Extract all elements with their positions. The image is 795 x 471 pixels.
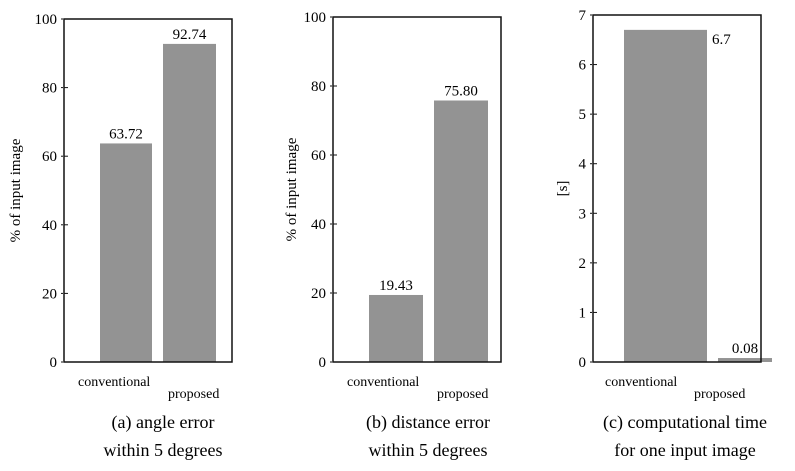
chart-panel-3: 0 1 2 3 4 5 6 7 [s] 6.7 0.08 conventional proposed (c…: [555, 8, 772, 460]
category-label: proposed: [168, 387, 219, 402]
bar-proposed: [163, 43, 216, 363]
y-tick-label: 3: [579, 206, 587, 222]
plot-frame: [592, 14, 762, 363]
y-tick-label: 0: [50, 355, 58, 371]
bar-conventional: [369, 294, 423, 362]
data-label: 75.80: [444, 83, 478, 99]
y-axis-label: % of input image: [284, 137, 300, 241]
plot-frame: [332, 16, 502, 363]
caption-line-1: (b) distance error: [366, 412, 490, 433]
bar-conventional: [624, 29, 707, 362]
data-label: 92.74: [173, 27, 207, 43]
y-tick-label: 4: [579, 157, 587, 173]
y-tick-label: 2: [579, 256, 587, 272]
caption-line-2: for one input image: [614, 440, 755, 460]
y-tick-label: 0: [579, 355, 587, 371]
caption-line-2: within 5 degrees: [104, 440, 223, 460]
y-tick-label: 40: [42, 218, 57, 234]
y-tick-label: 5: [579, 107, 587, 123]
y-tick-label: 60: [42, 149, 57, 165]
y-tick-label: 1: [579, 305, 587, 321]
y-axis-label: % of input image: [8, 138, 24, 242]
y-tick-label: 6: [579, 58, 587, 74]
data-label: 6.7: [712, 32, 731, 48]
category-label: proposed: [694, 387, 745, 402]
chart-panel-2: 0 20 40 60 80 100 % of input image 19.43 75.80 co…: [284, 10, 502, 460]
y-tick-label: 40: [311, 217, 326, 233]
category-label: conventional: [605, 375, 677, 390]
bar-proposed: [434, 100, 488, 363]
y-tick-label: 20: [311, 286, 326, 302]
data-label: 0.08: [732, 341, 758, 357]
caption-line-1: (a) angle error: [112, 412, 215, 433]
y-axis-label: [s]: [555, 181, 571, 197]
y-tick-label: 100: [35, 12, 58, 28]
data-label: 63.72: [109, 126, 143, 142]
category-label: conventional: [347, 375, 419, 390]
chart-panel-1: 0 20 40 60 80 100 % of input image 63.72 92.74 co…: [8, 12, 233, 460]
y-tick-label: 0: [319, 355, 327, 371]
y-tick-label: 80: [42, 81, 57, 97]
y-tick-label: 20: [42, 286, 57, 302]
y-tick-label: 100: [304, 10, 327, 26]
category-label: conventional: [78, 375, 150, 390]
y-tick-label: 60: [311, 148, 326, 164]
y-tick-label: 80: [311, 79, 326, 95]
y-tick-label: 7: [579, 8, 587, 24]
caption-line-1: (c) computational time: [603, 412, 767, 433]
bar-conventional: [100, 143, 152, 362]
caption-line-2: within 5 degrees: [369, 440, 488, 460]
bar-proposed: [718, 358, 772, 362]
plot-frame: [63, 18, 233, 363]
category-label: proposed: [437, 387, 488, 402]
data-label: 19.43: [379, 278, 413, 294]
